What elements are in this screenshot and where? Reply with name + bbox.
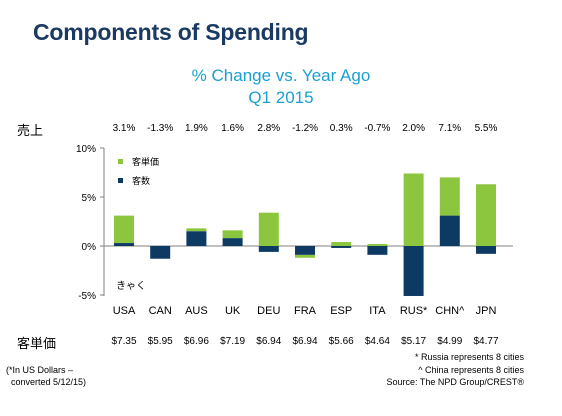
footnote-currency-2: converted 5/12/15) bbox=[11, 377, 87, 387]
total-change-label-5: -1.2% bbox=[292, 123, 318, 134]
bar-avg-check-2 bbox=[186, 228, 207, 232]
footnote-russia: * Russia represents 8 cities bbox=[414, 352, 524, 362]
chart-period: Q1 2015 bbox=[248, 88, 314, 107]
legend-swatch-avg-check bbox=[118, 159, 123, 164]
total-change-label-9: 7.1% bbox=[438, 123, 461, 134]
footnote-china: ^ China represents 8 cities bbox=[418, 365, 524, 375]
y-tick-label-3: -5% bbox=[78, 291, 96, 302]
legend-label-avg-check: 客単価 bbox=[132, 156, 159, 167]
avg-check-value-2: $6.96 bbox=[184, 336, 209, 347]
avg-check-value-1: $5.95 bbox=[148, 336, 173, 347]
sales-row-label: 売上 bbox=[17, 123, 44, 138]
avg-check-row-label: 客単価 bbox=[17, 336, 57, 351]
bar-traffic-10 bbox=[476, 246, 496, 254]
bar-traffic-4 bbox=[258, 246, 279, 252]
x-tick-label-2: AUS bbox=[185, 305, 208, 317]
y-tick-label-0: 10% bbox=[76, 144, 96, 155]
bar-traffic-1 bbox=[150, 246, 171, 259]
x-tick-label-3: UK bbox=[225, 305, 241, 317]
x-tick-label-0: USA bbox=[113, 305, 136, 317]
x-tick-label-6: ESP bbox=[330, 305, 352, 317]
bar-traffic-9 bbox=[439, 215, 460, 246]
total-change-label-3: 1.6% bbox=[221, 123, 244, 134]
total-change-label-8: 2.0% bbox=[402, 123, 425, 134]
avg-check-value-0: $7.35 bbox=[111, 336, 136, 347]
total-change-label-4: 2.8% bbox=[257, 123, 280, 134]
x-tick-label-5: FRA bbox=[294, 305, 317, 317]
avg-check-value-5: $6.94 bbox=[292, 336, 317, 347]
x-tick-label-9: CHN^ bbox=[435, 305, 465, 317]
total-change-label-1: -1.3% bbox=[147, 123, 173, 134]
avg-check-value-4: $6.94 bbox=[256, 336, 281, 347]
bar-traffic-2 bbox=[186, 231, 207, 246]
footnote-source: Source: The NPD Group/CREST® bbox=[386, 377, 524, 387]
bar-avg-check-6 bbox=[331, 242, 352, 246]
x-tick-label-10: JPN bbox=[476, 305, 497, 317]
bar-avg-check-8 bbox=[403, 173, 424, 246]
avg-check-value-3: $7.19 bbox=[220, 336, 245, 347]
x-tick-label-4: DEU bbox=[257, 305, 280, 317]
avg-check-value-7: $4.64 bbox=[365, 336, 390, 347]
chart-subtitle: % Change vs. Year Ago bbox=[191, 66, 371, 85]
stray-annotation: きゃく bbox=[116, 281, 146, 292]
bar-traffic-8 bbox=[403, 246, 424, 296]
bar-avg-check-3 bbox=[222, 230, 243, 239]
bar-avg-check-4 bbox=[258, 212, 279, 246]
legend-swatch-traffic bbox=[118, 178, 123, 183]
avg-check-value-10: $4.77 bbox=[473, 336, 498, 347]
bar-avg-check-7 bbox=[367, 244, 388, 246]
total-change-label-6: 0.3% bbox=[330, 123, 353, 134]
bar-traffic-3 bbox=[222, 238, 243, 246]
bar-traffic-6 bbox=[331, 246, 352, 248]
bar-avg-check-0 bbox=[114, 215, 134, 244]
bar-traffic-0 bbox=[114, 243, 134, 246]
x-tick-label-8: RUS* bbox=[400, 305, 428, 317]
total-change-label-7: -0.7% bbox=[364, 123, 390, 134]
bar-traffic-7 bbox=[367, 246, 388, 255]
footnote-currency-1: (*In US Dollars – bbox=[6, 365, 74, 375]
y-tick-label-1: 5% bbox=[82, 193, 97, 204]
total-change-label-2: 1.9% bbox=[185, 123, 208, 134]
avg-check-value-6: $5.66 bbox=[329, 336, 354, 347]
slide-title: Components of Spending bbox=[33, 19, 309, 45]
avg-check-value-8: $5.17 bbox=[401, 336, 426, 347]
bar-avg-check-10 bbox=[476, 184, 496, 246]
bar-traffic-5 bbox=[295, 246, 315, 255]
total-change-label-10: 5.5% bbox=[475, 123, 498, 134]
avg-check-value-9: $4.99 bbox=[437, 336, 462, 347]
legend-label-traffic: 客数 bbox=[132, 175, 150, 186]
bar-avg-check-9 bbox=[439, 177, 460, 216]
x-tick-label-1: CAN bbox=[149, 305, 172, 317]
x-tick-label-7: ITA bbox=[369, 305, 386, 317]
bar-avg-check-5 bbox=[295, 254, 315, 258]
y-tick-label-2: 0% bbox=[82, 242, 97, 253]
total-change-label-0: 3.1% bbox=[113, 123, 136, 134]
